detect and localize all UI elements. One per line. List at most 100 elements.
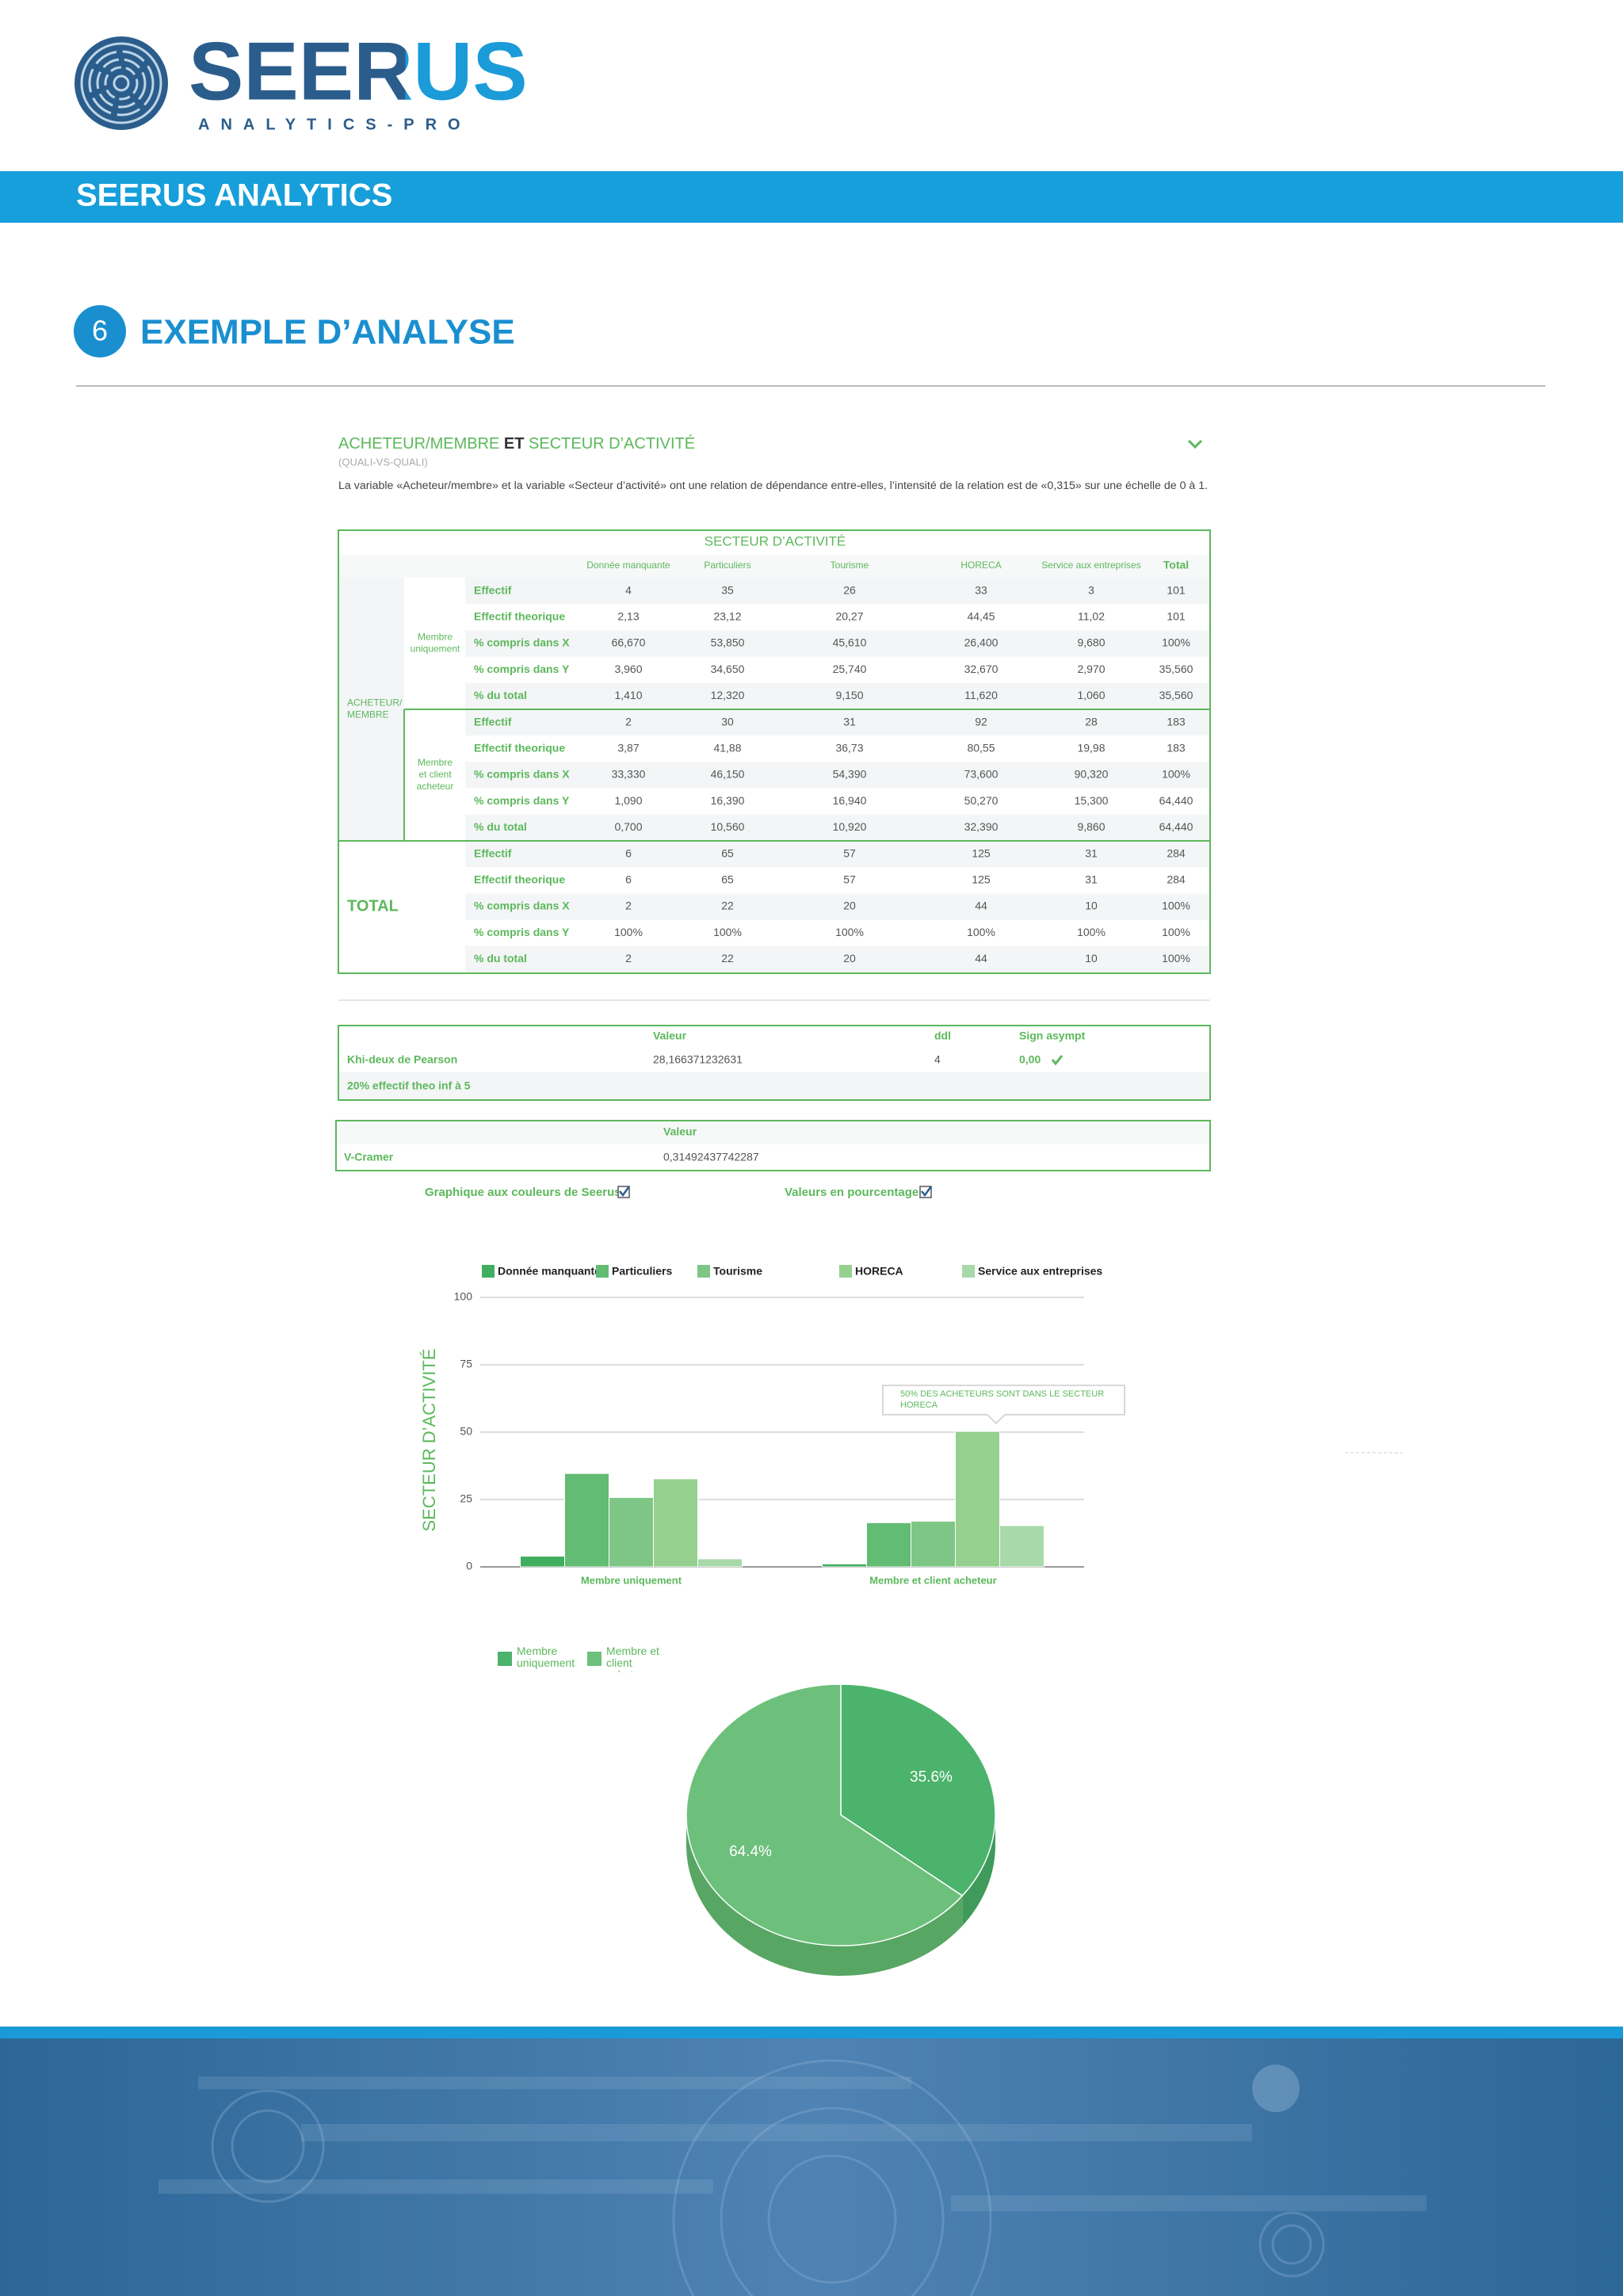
- cell: 0,31492437742287: [663, 1151, 759, 1163]
- collapse-chevron[interactable]: [1187, 439, 1203, 449]
- title-link: ET: [499, 435, 529, 453]
- legend-label: Membre uniquement: [517, 1645, 575, 1669]
- cell: 25,740: [833, 663, 867, 675]
- legend-swatch: [498, 1652, 512, 1666]
- row-band: [465, 841, 1210, 868]
- table-border: [338, 529, 1211, 974]
- cell: 100%: [1162, 768, 1190, 781]
- cell: 26: [843, 583, 856, 596]
- cell: 101: [1167, 583, 1186, 596]
- row-band: [465, 919, 1210, 946]
- cell: 28: [1085, 715, 1098, 728]
- row-label: % compris dans X: [474, 900, 570, 912]
- cell: 100%: [1162, 636, 1190, 649]
- checkbox[interactable]: [617, 1186, 631, 1198]
- cell: 284: [1167, 846, 1186, 859]
- cell: 66,670: [612, 636, 646, 649]
- analysis-description: La variable «Acheteur/membre» et la vari…: [338, 479, 1208, 492]
- legend-swatch: [839, 1265, 852, 1278]
- cell: 33,330: [612, 768, 646, 781]
- bar: [564, 1473, 609, 1568]
- legend-label: Service aux entreprises: [978, 1265, 1102, 1278]
- row-label: % du total: [474, 689, 527, 701]
- cell: 100%: [614, 926, 643, 938]
- cell: 20: [843, 900, 856, 912]
- row-band: [465, 893, 1210, 920]
- cell: 183: [1167, 715, 1186, 728]
- y-axis-label: SECTEUR D’ACTIVITÉ: [419, 1348, 439, 1531]
- cell: 9,860: [1077, 820, 1105, 833]
- legend-label: Membre et client acheteur: [606, 1645, 659, 1672]
- checkbox[interactable]: [919, 1186, 933, 1198]
- annotation: 50% DES ACHETEURS SONT DANS LE SECTEUR H…: [900, 1389, 1105, 1410]
- row-label: Effectif theorique: [474, 742, 565, 755]
- column-header: Particuliers: [704, 560, 750, 571]
- cell: 4: [934, 1053, 941, 1066]
- column-header: Tourisme: [831, 560, 869, 571]
- cell: 20: [843, 952, 856, 965]
- cell: 50,270: [964, 794, 999, 807]
- bar: [999, 1525, 1044, 1568]
- column-header: Donnée manquante: [586, 560, 670, 571]
- cell: 10,560: [711, 820, 745, 833]
- cell: 10: [1085, 900, 1098, 912]
- cell: 31: [1085, 873, 1098, 886]
- annotation-wrap: 50% DES ACHETEURS SONT DANS LE SECTEUR H…: [900, 1389, 1105, 1410]
- bar: [955, 1431, 1000, 1568]
- row-band: [465, 788, 1210, 815]
- legend-wrap: Membre uniquement: [517, 1645, 575, 1669]
- khi-table: Valeur ddl Sign asympt Khi-deux de Pearson 2…: [338, 1025, 1211, 1101]
- cell: 2: [625, 952, 632, 965]
- logo-mark: [74, 36, 168, 130]
- cell: 125: [972, 846, 991, 859]
- row-band: [338, 1072, 1210, 1100]
- legend-swatch: [596, 1265, 609, 1278]
- column-header: HORECA: [960, 560, 1001, 571]
- cell: 284: [1167, 873, 1186, 886]
- legend-label: Tourisme: [713, 1265, 762, 1278]
- section-number: 6: [92, 315, 108, 347]
- bar: [609, 1496, 654, 1568]
- row-band: [465, 682, 1210, 709]
- bar: [866, 1522, 911, 1568]
- bar: [653, 1478, 698, 1568]
- row-label: % compris dans X: [474, 768, 570, 781]
- cell: 23,12: [713, 610, 741, 623]
- cell: 6: [625, 846, 632, 859]
- slice-label: 35.6%: [910, 1769, 953, 1786]
- row-label: Effectif theorique: [474, 873, 565, 886]
- cell: 65: [721, 873, 734, 886]
- row-band: [465, 735, 1210, 762]
- cell: 53,850: [711, 636, 745, 649]
- column-header: Valeur: [663, 1125, 697, 1138]
- cell: 100%: [1162, 926, 1190, 938]
- row-label: Effectif theorique: [474, 610, 565, 623]
- row-label: Effectif: [474, 583, 512, 596]
- subgroup-label: Membre: [418, 632, 453, 643]
- subgroup-label: et client: [418, 769, 452, 780]
- cell: 32,670: [964, 663, 999, 675]
- cell: 9,150: [835, 689, 863, 701]
- cell: 16,940: [833, 794, 867, 807]
- table-header: SECTEUR D’ACTIVITÉ: [705, 533, 846, 548]
- cell: 100%: [1162, 900, 1190, 912]
- legend-swatch: [962, 1265, 975, 1278]
- cell: 35,560: [1159, 663, 1193, 675]
- footer-rule: [0, 2027, 1623, 2038]
- slice-label: 64.4%: [729, 1843, 772, 1860]
- x-tick-label: Membre et client acheteur: [869, 1574, 996, 1586]
- row-band: [465, 656, 1210, 683]
- footer-band: [0, 2038, 1623, 2296]
- cell: 9,680: [1077, 636, 1105, 649]
- cell: 11,02: [1078, 610, 1105, 623]
- label-cell: [338, 578, 404, 841]
- cell: 100%: [835, 926, 864, 938]
- cell: 32,390: [964, 820, 999, 833]
- cell: 41,88: [713, 742, 741, 755]
- row-band: [465, 867, 1210, 894]
- cell: 35: [721, 583, 734, 596]
- header-band: [0, 171, 1623, 223]
- cell: 33: [975, 583, 987, 596]
